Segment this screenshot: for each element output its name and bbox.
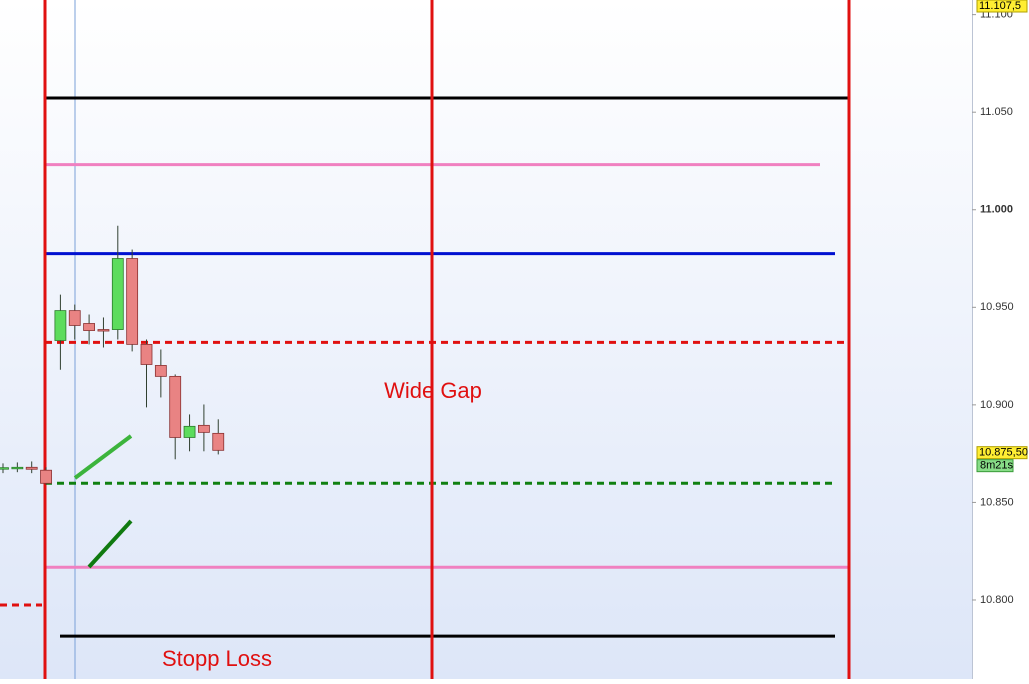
candle-body [154, 365, 167, 377]
y-tick-label: 10.850 [980, 496, 1014, 508]
candle-body [169, 375, 182, 438]
countdown-label: 8m21s [980, 460, 1014, 472]
annotation: Wide Gap [384, 378, 482, 403]
y-tick-label: 10.800 [980, 594, 1014, 606]
candle-body [140, 343, 153, 365]
candle-body [97, 329, 110, 332]
annotation: Stopp Loss [162, 646, 272, 671]
y-tick-label: 10.950 [980, 301, 1014, 313]
trend-line [87, 519, 133, 569]
candle-body [126, 258, 139, 345]
y-tick-label: 10.900 [980, 399, 1014, 411]
plot-area [0, 0, 972, 679]
candle-body [212, 432, 225, 451]
price-marker-label: 11.107,5 [979, 0, 1021, 12]
countdown-box [976, 459, 1014, 473]
price-marker-label: 10.875,50 [979, 447, 1028, 459]
candle-body [0, 467, 9, 470]
trend-line [73, 434, 133, 480]
candle-body [183, 425, 196, 438]
candle-body [197, 424, 210, 433]
candle-body [83, 323, 95, 331]
candle-body [11, 466, 24, 470]
candle-body [111, 258, 124, 330]
levels [0, 96, 849, 638]
price-marker-box [976, 0, 1028, 13]
candle-body [40, 469, 52, 484]
price-marker-box [976, 446, 1028, 460]
y-tick-label: 11.050 [980, 106, 1013, 118]
candle-body [54, 310, 67, 341]
y-tick-label: 11.000 [980, 204, 1013, 216]
candle-body [68, 310, 81, 326]
axis-area [972, 0, 1029, 679]
candle-body [25, 466, 38, 470]
